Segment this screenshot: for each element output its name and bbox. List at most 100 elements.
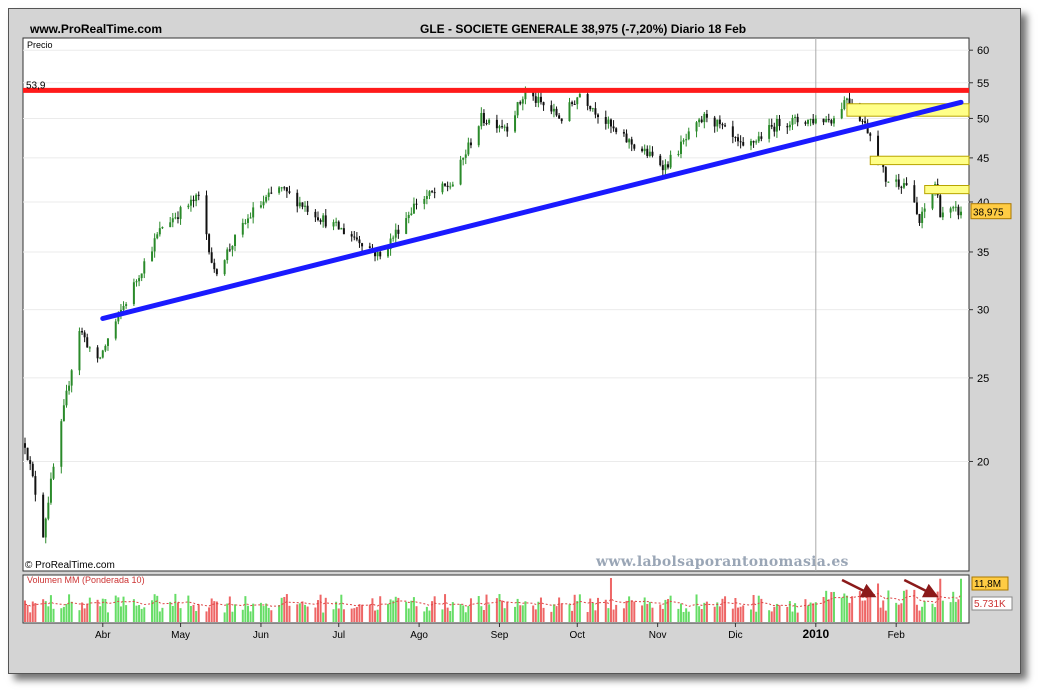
volume-bar	[537, 601, 540, 622]
candle-body	[804, 122, 807, 124]
candle-body	[223, 260, 226, 275]
candle-body	[578, 94, 581, 98]
candle-body	[643, 148, 646, 152]
candle-body	[734, 136, 737, 138]
candle-body	[405, 218, 408, 234]
volume-bar	[630, 600, 633, 622]
candle-body	[669, 154, 672, 168]
volume-bar	[386, 603, 389, 622]
volume-bar	[698, 606, 701, 622]
volume-bar	[651, 607, 654, 622]
candle-body	[60, 421, 63, 467]
volume-bar	[752, 594, 755, 622]
candle-body	[31, 463, 34, 477]
volume-bar	[88, 597, 91, 622]
volume-bar	[241, 609, 244, 622]
volume-bar	[298, 603, 301, 622]
volume-bar	[501, 600, 504, 622]
x-tick-label: Sep	[491, 630, 509, 641]
volume-bar	[226, 603, 229, 622]
site-name[interactable]: www.ProRealTime.com	[30, 22, 163, 36]
candle-body	[280, 187, 283, 189]
volume-bar	[742, 605, 745, 622]
volume-bar	[773, 606, 776, 622]
volume-bar	[864, 600, 867, 622]
volume-bar	[379, 596, 382, 622]
volume-bar	[669, 595, 672, 622]
gap-box	[869, 155, 970, 166]
ma-tag	[971, 596, 1013, 611]
candle-body	[119, 309, 122, 313]
volume-bar	[843, 593, 846, 622]
candle-body	[931, 190, 934, 209]
candle-body	[42, 494, 45, 538]
candle-body	[705, 113, 708, 118]
candle-body	[788, 124, 791, 128]
volume-bar	[830, 592, 833, 622]
volume-bar	[586, 611, 589, 622]
candle-body	[189, 199, 192, 206]
volume-bar	[887, 590, 890, 622]
candle-body	[877, 135, 880, 162]
candle-body	[495, 119, 498, 129]
candle-body	[459, 159, 462, 185]
candle-body	[449, 186, 452, 188]
candle-body	[428, 191, 431, 196]
volume-arrow	[903, 578, 939, 598]
candle-body	[542, 102, 545, 106]
current-volume-label: 11,8M	[974, 579, 1001, 590]
candle-body	[407, 214, 410, 219]
volume-bar	[52, 608, 55, 622]
volume-bar	[628, 596, 631, 622]
volume-bar	[812, 603, 815, 622]
volume-bar	[34, 603, 37, 622]
volume-bar	[44, 601, 47, 622]
y-tick-label: 30	[977, 305, 989, 317]
candle-body	[306, 205, 309, 212]
volume-bar	[739, 606, 742, 622]
volume-bar	[960, 578, 962, 622]
volume-bar	[939, 578, 942, 622]
candle-body	[376, 251, 379, 257]
candle-body	[786, 126, 789, 128]
volume-bar	[24, 600, 26, 622]
volume-bar	[700, 609, 703, 622]
candle-body	[252, 207, 255, 218]
candle-body	[695, 122, 698, 132]
volume-bar	[594, 610, 597, 622]
candle-body	[628, 139, 631, 143]
volume-bar	[498, 594, 501, 622]
volume-bar	[755, 611, 758, 622]
volume-bar	[350, 608, 353, 622]
x-tick-label: Jun	[253, 630, 269, 641]
volume-bar	[143, 607, 146, 622]
volume-bar	[174, 593, 177, 622]
candle-body	[101, 350, 104, 358]
candle-body	[905, 183, 908, 186]
candle-body	[394, 229, 397, 238]
candle-body	[444, 183, 447, 186]
candle-body	[288, 191, 291, 193]
candle-body	[679, 141, 682, 154]
candle-body	[827, 119, 830, 121]
candle-body	[633, 144, 636, 149]
candle-body	[355, 237, 358, 240]
volume-bar	[659, 604, 662, 622]
volume-bar	[643, 597, 646, 622]
candle-body	[698, 119, 701, 123]
x-tick-label: Feb	[888, 630, 906, 641]
candle-body	[353, 236, 356, 238]
volume-bar	[304, 604, 307, 622]
candle-body	[316, 217, 319, 221]
resistance-label: 53,9	[26, 80, 46, 91]
volume-bar	[42, 599, 45, 622]
y-tick-label: 45	[977, 153, 989, 165]
volume-bar	[882, 600, 885, 622]
volume-bar	[485, 594, 488, 622]
volume-bar	[337, 608, 340, 622]
volume-bar	[234, 604, 237, 622]
volume-bar	[770, 611, 773, 622]
candle-body	[667, 164, 670, 168]
volume-bar	[633, 601, 636, 622]
candle-body	[296, 192, 299, 207]
